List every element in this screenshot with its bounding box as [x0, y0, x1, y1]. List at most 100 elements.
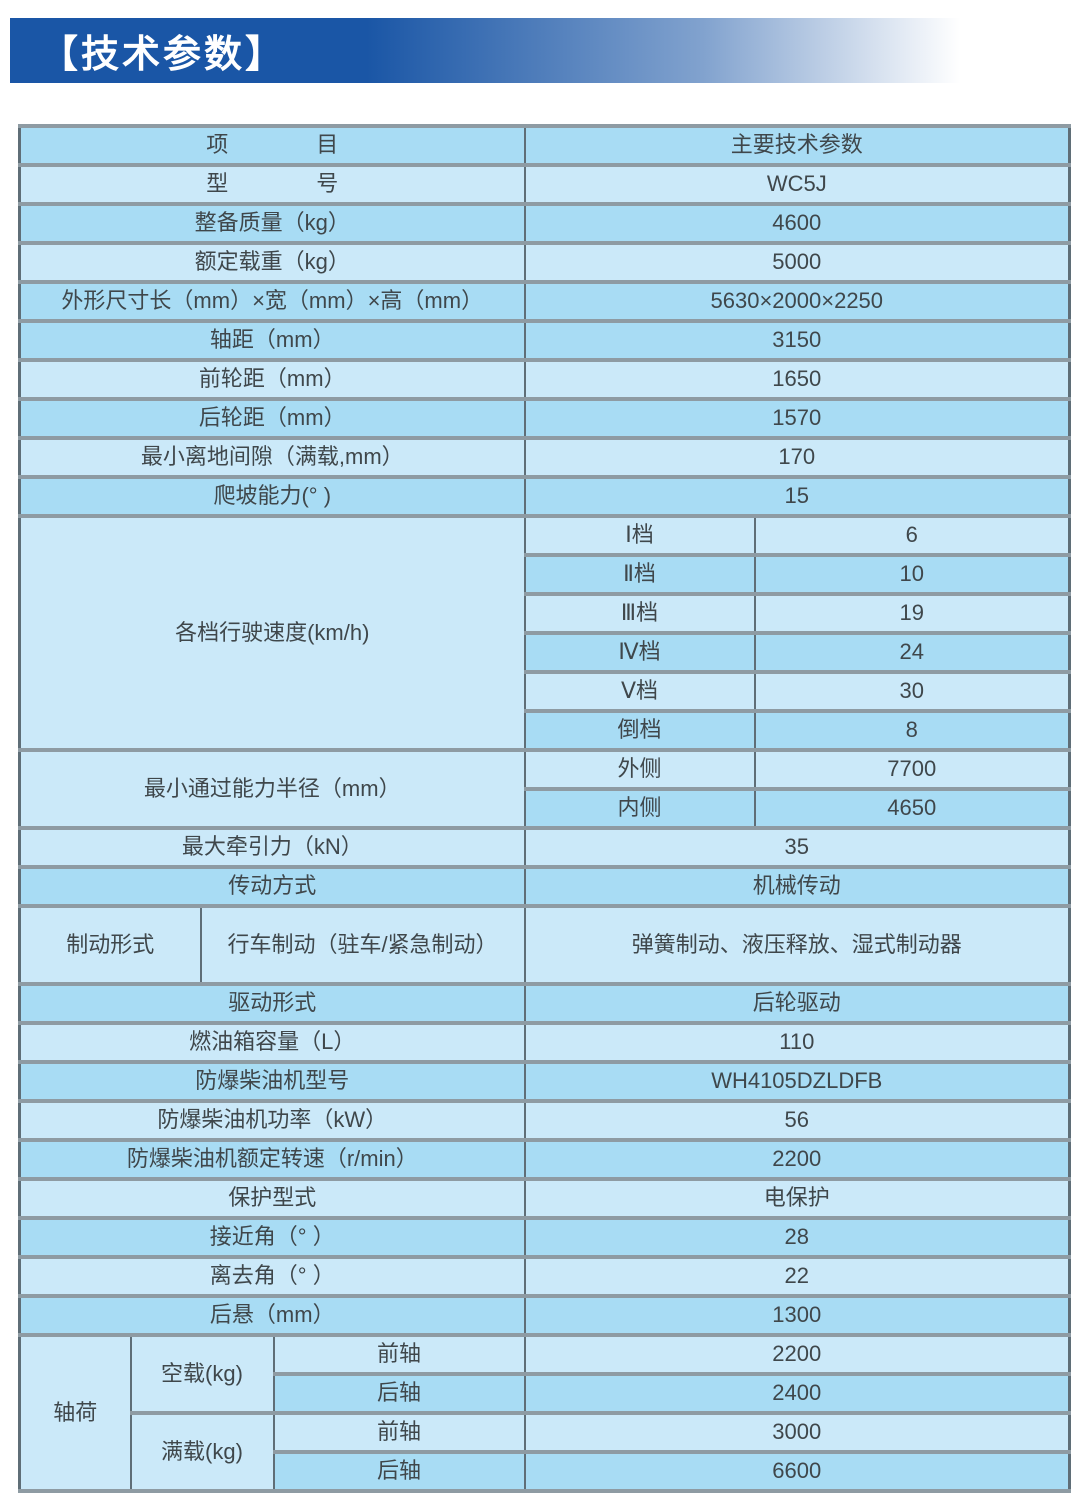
group-label: 制动形式 [18, 904, 202, 986]
table-row: 防爆柴油机型号 WH4105DZLDFB [18, 1060, 1071, 1103]
gear-label: Ⅱ档 [523, 553, 756, 596]
item-label: 防爆柴油机型号 [18, 1060, 526, 1103]
table-row: 驱动形式 后轮驱动 [18, 982, 1071, 1025]
item-value: 3150 [523, 319, 1071, 362]
table-row: Ⅱ档 10 [20, 553, 1071, 596]
item-label: 保护型式 [18, 1177, 526, 1220]
table-row: 后轴 2400 [20, 1372, 1071, 1415]
axle-value: 2400 [523, 1372, 1071, 1415]
table-row: 最小离地间隙（满载,mm） 170 [18, 436, 1071, 479]
axle-label: 后轴 [272, 1372, 526, 1415]
header-item-label: 项 目 [18, 124, 526, 167]
axle-value: 2200 [523, 1333, 1071, 1376]
gear-label: Ⅰ档 [523, 514, 756, 557]
item-value: 电保护 [523, 1177, 1071, 1220]
specs-table: 项 目主要技术参数型 号 WC5J 整备质量（kg） 4600 额定载重（kg） 5000… [18, 124, 1072, 1493]
table-row: 外形尺寸长（mm）×宽（mm）×高（mm） 5630×2000×2250 [18, 280, 1071, 323]
item-label: 轴距（mm） [18, 319, 526, 362]
table-row: 最小通过能力半径（mm） 外侧 7700 [18, 748, 1071, 830]
table-row: 传动方式 机械传动 [18, 865, 1071, 908]
gear-label: 倒档 [523, 709, 756, 752]
gear-value: 30 [753, 670, 1071, 713]
item-label: 离去角（° ） [18, 1255, 526, 1298]
table-row: 后悬（mm） 1300 [18, 1294, 1071, 1337]
item-label: 传动方式 [18, 865, 526, 908]
item-label: 整备质量（kg） [18, 202, 526, 245]
item-value: 后轮驱动 [523, 982, 1071, 1025]
sub-value: 7700 [753, 748, 1071, 791]
table-row: 内侧 4650 [20, 787, 1071, 830]
item-value: 22 [523, 1255, 1071, 1298]
gear-value: 8 [753, 709, 1071, 752]
table-row: 型 号 WC5J [18, 163, 1071, 206]
item-label: 外形尺寸长（mm）×宽（mm）×高（mm） [18, 280, 526, 323]
gear-value: 6 [753, 514, 1071, 557]
axle-label: 前轴 [272, 1411, 526, 1454]
table-row: 离去角（° ） 22 [18, 1255, 1071, 1298]
item-label: 爬坡能力(° ) [18, 475, 526, 518]
item-value: 5000 [523, 241, 1071, 284]
sub-label: 行车制动（驻车/紧急制动） [199, 904, 526, 986]
item-label: 前轮距（mm） [18, 358, 526, 401]
item-value: 15 [523, 475, 1071, 518]
table-row: 防爆柴油机额定转速（r/min） 2200 [18, 1138, 1071, 1181]
gear-label: Ⅲ档 [523, 592, 756, 635]
item-value: 170 [523, 436, 1071, 479]
section-title: 【技术参数】 [40, 34, 287, 76]
table-row: Ⅴ档 30 [20, 670, 1071, 713]
table-row: 后轮距（mm） 1570 [18, 397, 1071, 440]
sub-group-label: 满载(kg) [129, 1411, 275, 1493]
item-value: 4600 [523, 202, 1071, 245]
item-value: 56 [523, 1099, 1071, 1142]
table-row: 倒档 8 [20, 709, 1071, 752]
item-value: 5630×2000×2250 [523, 280, 1071, 323]
item-value: 1650 [523, 358, 1071, 401]
gear-label: Ⅳ档 [523, 631, 756, 674]
item-value: 35 [523, 826, 1071, 869]
table-row: 制动形式 行车制动（驻车/紧急制动） 弹簧制动、液压释放、湿式制动器 [18, 904, 1071, 986]
table-row: 轴距（mm） 3150 [18, 319, 1071, 362]
table-row: 整备质量（kg） 4600 [18, 202, 1071, 245]
item-label: 最大牵引力（kN） [18, 826, 526, 869]
section-title-banner: 【技术参数】 [10, 18, 1000, 83]
item-label: 防爆柴油机额定转速（r/min） [18, 1138, 526, 1181]
axle-value: 3000 [523, 1411, 1071, 1454]
table-row: 各档行驶速度(km/h) Ⅰ档 6 [18, 514, 1071, 752]
item-label: 后悬（mm） [18, 1294, 526, 1337]
item-label: 后轮距（mm） [18, 397, 526, 440]
table-row: 后轴 6600 [20, 1450, 1071, 1493]
group-label: 最小通过能力半径（mm） [18, 748, 526, 830]
gear-label: Ⅴ档 [523, 670, 756, 713]
item-label: 燃油箱容量（L） [18, 1021, 526, 1064]
table-row: 前轮距（mm） 1650 [18, 358, 1071, 401]
item-label: 最小离地间隙（满载,mm） [18, 436, 526, 479]
header-value-label: 主要技术参数 [523, 124, 1071, 167]
axle-value: 6600 [523, 1450, 1071, 1493]
gear-value: 24 [753, 631, 1071, 674]
table-row: Ⅳ档 24 [20, 631, 1071, 674]
axle-label: 后轴 [272, 1450, 526, 1493]
table-row: 燃油箱容量（L） 110 [18, 1021, 1071, 1064]
table-row: 接近角（° ） 28 [18, 1216, 1071, 1259]
table-row: 防爆柴油机功率（kW） 56 [18, 1099, 1071, 1142]
gear-value: 19 [753, 592, 1071, 635]
group-label: 各档行驶速度(km/h) [18, 514, 526, 752]
sub-label: 内侧 [523, 787, 756, 830]
item-label: 驱动形式 [18, 982, 526, 1025]
table-row: 满载(kg) 前轴 3000 [20, 1411, 1071, 1493]
table-row: 最大牵引力（kN） 35 [18, 826, 1071, 869]
item-value: WC5J [523, 163, 1071, 206]
item-label: 防爆柴油机功率（kW） [18, 1099, 526, 1142]
item-value: 2200 [523, 1138, 1071, 1181]
group-label: 轴荷 [18, 1333, 132, 1493]
sub-value: 4650 [753, 787, 1071, 830]
gear-value: 10 [753, 553, 1071, 596]
item-value: 弹簧制动、液压释放、湿式制动器 [523, 904, 1071, 986]
table-row: 项 目主要技术参数 [18, 124, 1071, 167]
item-value: 1300 [523, 1294, 1071, 1337]
item-value: 110 [523, 1021, 1071, 1064]
item-label: 型 号 [18, 163, 526, 206]
table-row: 额定载重（kg） 5000 [18, 241, 1071, 284]
item-label: 接近角（° ） [18, 1216, 526, 1259]
item-value: 28 [523, 1216, 1071, 1259]
